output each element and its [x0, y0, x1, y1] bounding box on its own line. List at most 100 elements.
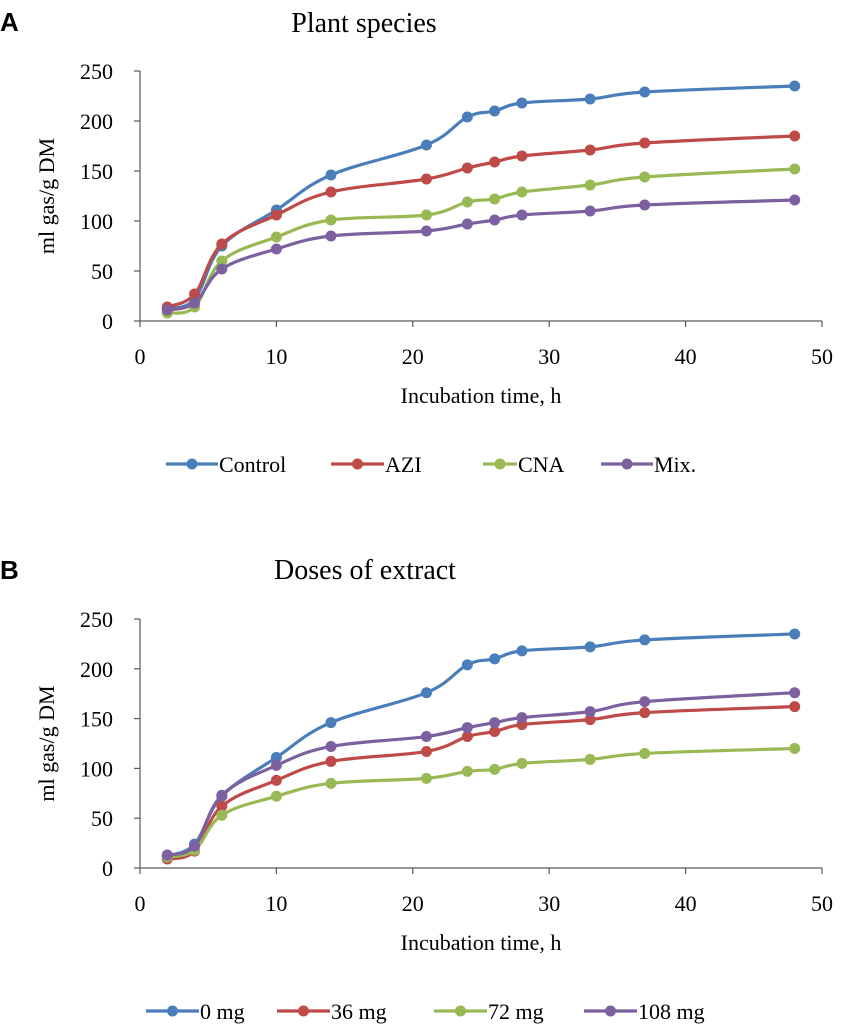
x-tick-label: 30 [538, 891, 560, 916]
data-point [489, 717, 501, 729]
legend-item: CNA [483, 452, 565, 477]
legend-item: AZI [331, 452, 422, 477]
data-point [489, 653, 501, 665]
data-point [325, 717, 337, 729]
legend-label: Mix. [654, 452, 696, 477]
data-point [325, 169, 337, 181]
x-tick-label: 0 [135, 891, 146, 916]
legend: 0 mg 36 mg 72 mg 108 mg [146, 999, 705, 1024]
legend-marker [186, 458, 198, 470]
data-point [461, 659, 473, 671]
data-point [639, 86, 651, 98]
x-tick-label: 40 [675, 344, 697, 369]
legend-item: Control [166, 452, 286, 477]
chart-title: Doses of extract [274, 555, 456, 586]
data-point [789, 80, 801, 92]
data-point [584, 641, 596, 653]
legend-marker [352, 458, 363, 470]
data-point [161, 304, 173, 316]
data-point [489, 105, 501, 117]
y-tick-label: 150 [80, 707, 113, 732]
data-point [489, 156, 501, 168]
data-point [270, 790, 282, 802]
x-tick-label: 10 [265, 891, 287, 916]
series-control [161, 80, 801, 315]
x-tick-label: 10 [265, 344, 287, 369]
x-tick-label: 20 [402, 891, 424, 916]
y-axis-label: ml gas/g DM [34, 138, 59, 254]
data-point [270, 209, 282, 221]
legend-label: 36 mg [331, 999, 387, 1024]
data-point [461, 218, 473, 230]
data-point [789, 628, 801, 640]
data-point [584, 205, 596, 217]
data-point [325, 214, 337, 226]
series-line [166, 691, 795, 857]
data-point [325, 230, 337, 242]
data-point [461, 722, 473, 734]
x-tick-label: 0 [135, 344, 146, 369]
chart-panel-b: B Doses of extract 0 50 100 150 200 250 0 10 20 30 4… [0, 555, 833, 1024]
data-point [516, 97, 528, 109]
data-point [325, 755, 337, 767]
data-point [420, 772, 432, 784]
data-point [461, 162, 473, 174]
x-tick-label: 40 [675, 891, 697, 916]
legend-marker [621, 458, 633, 470]
series-108-mg [161, 687, 801, 861]
series-0-mg [161, 628, 801, 862]
y-tick-label: 200 [80, 657, 113, 682]
y-tick-label: 250 [80, 59, 113, 84]
legend-marker [298, 1005, 309, 1017]
data-point [489, 763, 501, 775]
data-point [584, 706, 596, 718]
data-point [216, 789, 228, 801]
data-point [584, 179, 596, 191]
data-point [639, 199, 651, 211]
data-point [516, 645, 528, 657]
data-point [789, 163, 801, 175]
data-point [516, 186, 528, 198]
data-point [270, 774, 282, 786]
legend-marker [455, 1005, 466, 1017]
data-point [584, 714, 596, 726]
legend-label: 0 mg [200, 999, 245, 1024]
panel-letter: B [0, 555, 19, 585]
data-point [516, 757, 528, 769]
data-point [420, 139, 432, 151]
y-tick-label: 0 [102, 856, 113, 881]
data-point [639, 634, 651, 646]
data-point [420, 225, 432, 237]
legend-label: AZI [385, 452, 422, 477]
legend: Control AZI CNA Mix. [166, 452, 696, 477]
data-point [216, 800, 228, 812]
data-point [216, 238, 228, 250]
data-point [789, 742, 801, 754]
y-tick-label: 200 [80, 109, 113, 134]
series-line [166, 167, 795, 315]
data-point [461, 111, 473, 123]
legend-marker [494, 458, 506, 470]
series-cna [161, 163, 801, 319]
legend-item: 0 mg [146, 999, 245, 1024]
data-point [489, 726, 501, 738]
data-point [489, 193, 501, 205]
legend-item: 36 mg [277, 999, 387, 1024]
data-point [325, 777, 337, 789]
legend-label: 72 mg [488, 999, 544, 1024]
data-point [584, 144, 596, 156]
y-tick-label: 50 [91, 806, 113, 831]
x-axis-label: Incubation time, h [401, 930, 562, 955]
data-point [420, 731, 432, 743]
legend-item: Mix. [601, 452, 696, 477]
series-mix [161, 194, 801, 316]
legend-marker [167, 1005, 178, 1017]
data-point [789, 194, 801, 206]
data-point [270, 243, 282, 255]
data-point [584, 753, 596, 765]
series-line [166, 746, 795, 859]
data-point [325, 740, 337, 752]
legend-label: 108 mg [638, 999, 705, 1024]
data-point [461, 765, 473, 777]
series-line [166, 84, 795, 311]
